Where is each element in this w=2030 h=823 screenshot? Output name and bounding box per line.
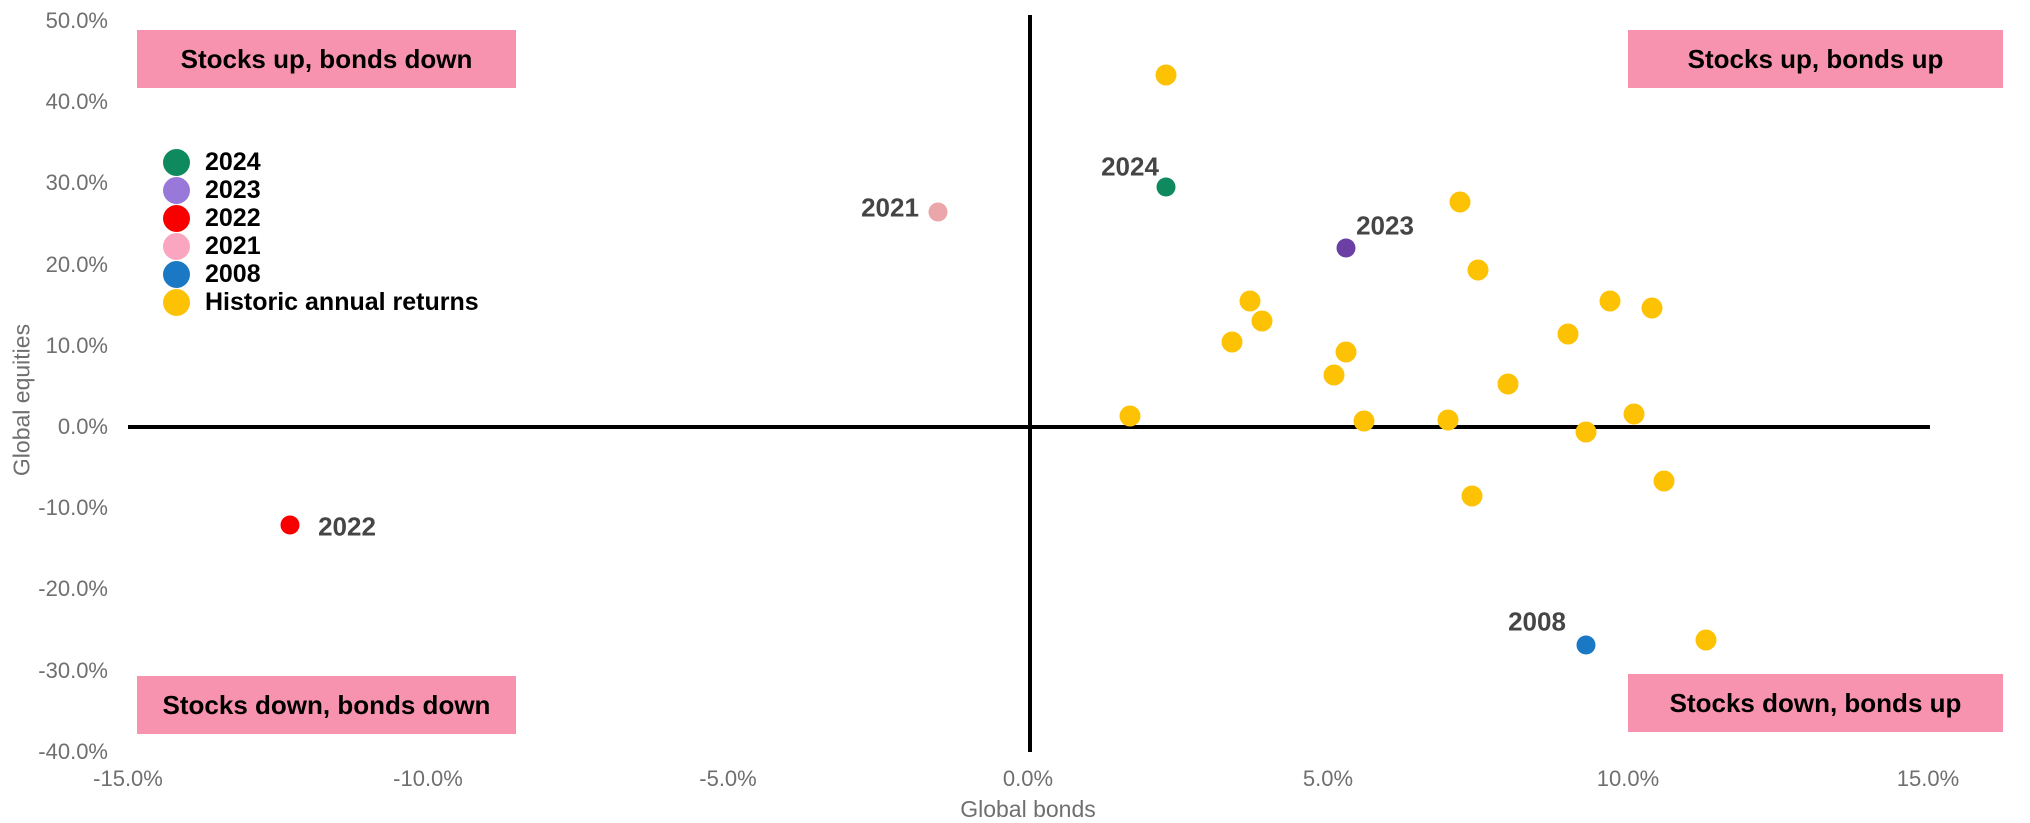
legend-item: 2008 xyxy=(163,260,479,288)
legend-label: 2008 xyxy=(205,259,261,288)
y-tick-label: 50.0% xyxy=(45,8,108,33)
data-point-2023 xyxy=(1336,238,1356,258)
data-point-historic-annual-returns xyxy=(1695,629,1717,651)
x-tick-label: -10.0% xyxy=(393,766,463,791)
point-label-2021: 2021 xyxy=(861,192,919,223)
legend-swatch-icon xyxy=(163,232,190,260)
legend-item: 2022 xyxy=(163,204,479,232)
legend-swatch-icon xyxy=(163,176,190,204)
quadrant-label-top-right: Stocks up, bonds up xyxy=(1628,30,2003,88)
legend-item: 2023 xyxy=(163,176,479,204)
data-point-historic-annual-returns xyxy=(1221,331,1243,353)
data-point-2021 xyxy=(928,202,948,222)
data-point-historic-annual-returns xyxy=(1437,409,1459,431)
x-tick-label: 15.0% xyxy=(1896,766,1960,791)
data-point-historic-annual-returns xyxy=(1575,421,1597,443)
point-label-2023: 2023 xyxy=(1356,210,1414,241)
legend-label: 2021 xyxy=(205,231,261,260)
y-tick-label: 10.0% xyxy=(45,332,108,358)
legend-item: 2024 xyxy=(163,148,479,176)
data-point-historic-annual-returns xyxy=(1461,485,1483,507)
x-tick-label: 10.0% xyxy=(1596,766,1660,791)
data-point-2022 xyxy=(280,515,300,535)
y-tick-label: 30.0% xyxy=(45,170,108,196)
y-tick-label: -20.0% xyxy=(38,576,108,602)
x-tick-label: -15.0% xyxy=(93,766,163,791)
legend-item: 2021 xyxy=(163,232,479,260)
quadrant-label-bottom-left: Stocks down, bonds down xyxy=(137,676,516,734)
data-point-historic-annual-returns xyxy=(1155,64,1177,86)
data-point-historic-annual-returns xyxy=(1557,323,1579,345)
y-tick-label: 20.0% xyxy=(45,251,108,277)
quadrant-label-bottom-right: Stocks down, bonds up xyxy=(1628,674,2003,732)
y-axis-line xyxy=(1028,15,1032,752)
data-point-historic-annual-returns xyxy=(1467,259,1489,281)
data-point-historic-annual-returns xyxy=(1623,403,1645,425)
x-axis-title: Global bonds xyxy=(960,796,1096,822)
point-label-2022: 2022 xyxy=(318,511,376,542)
data-point-historic-annual-returns xyxy=(1239,290,1261,312)
data-point-historic-annual-returns xyxy=(1335,341,1357,363)
legend-item: Historic annual returns xyxy=(163,288,479,316)
y-tick-label: 40.0% xyxy=(45,89,108,115)
quadrant-label-top-left: Stocks up, bonds down xyxy=(137,30,516,88)
legend-swatch-icon xyxy=(163,148,190,176)
data-point-historic-annual-returns xyxy=(1119,405,1141,427)
data-point-historic-annual-returns xyxy=(1497,373,1519,395)
data-point-2008 xyxy=(1576,635,1596,655)
legend-swatch-icon xyxy=(163,204,190,232)
x-tick-label: 0.0% xyxy=(1002,766,1054,791)
data-point-historic-annual-returns xyxy=(1641,297,1663,319)
point-label-2024: 2024 xyxy=(1101,151,1159,182)
data-point-historic-annual-returns xyxy=(1353,410,1375,432)
x-tick-label: -5.0% xyxy=(699,766,757,791)
legend-label: 2024 xyxy=(205,147,261,176)
legend-label: Historic annual returns xyxy=(205,287,479,316)
data-point-historic-annual-returns xyxy=(1449,191,1471,213)
y-tick-label: 0.0% xyxy=(57,414,108,439)
data-point-historic-annual-returns xyxy=(1251,310,1273,332)
legend-label: 2022 xyxy=(205,203,261,232)
legend-label: 2023 xyxy=(205,175,261,204)
legend-swatch-icon xyxy=(163,288,190,316)
data-point-historic-annual-returns xyxy=(1599,290,1621,312)
y-tick-label: -30.0% xyxy=(38,657,108,683)
data-point-historic-annual-returns xyxy=(1653,470,1675,492)
y-tick-label: -40.0% xyxy=(38,738,108,764)
y-tick-label: -10.0% xyxy=(38,495,108,521)
data-point-2024 xyxy=(1156,177,1176,197)
x-tick-label: 5.0% xyxy=(1302,766,1354,791)
data-point-historic-annual-returns xyxy=(1323,364,1345,386)
legend-swatch-icon xyxy=(163,260,190,288)
legend: 2024 2023 2022 2021 2008 Historic annual retu… xyxy=(163,148,479,316)
point-label-2008: 2008 xyxy=(1508,606,1566,637)
